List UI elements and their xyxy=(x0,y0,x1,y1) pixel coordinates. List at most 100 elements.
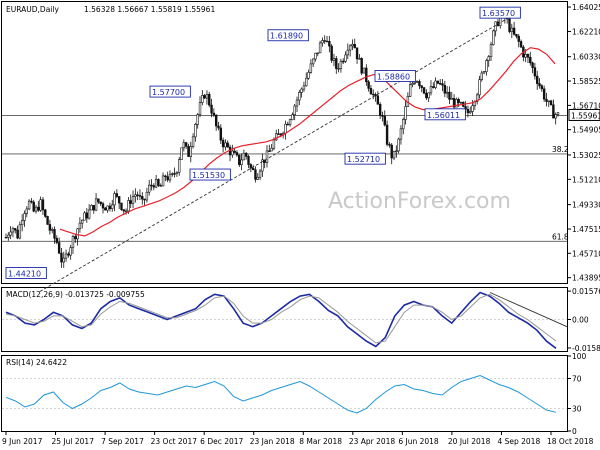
rsi-line xyxy=(5,374,557,414)
candle-body xyxy=(231,150,234,156)
candle-body xyxy=(471,105,474,112)
candle-body xyxy=(39,199,42,211)
price-annotation-box xyxy=(267,29,309,42)
candle-body xyxy=(242,152,246,161)
candle-body xyxy=(342,60,345,63)
price-annotation-label: 1.56011 xyxy=(427,111,460,120)
candle-body xyxy=(101,203,105,209)
rsi-y-tick-label: 0 xyxy=(572,427,577,436)
candle-body xyxy=(344,54,347,62)
macd-signal-line xyxy=(5,293,557,344)
candle-body xyxy=(425,92,428,99)
price-annotation-label: 1.52710 xyxy=(347,155,380,164)
candle-body xyxy=(203,95,206,99)
candle-body xyxy=(16,229,19,239)
trendline xyxy=(39,10,521,292)
candle-body xyxy=(272,139,276,149)
price-annotation-box xyxy=(479,6,521,19)
candle-body xyxy=(517,35,520,42)
candle-body xyxy=(408,84,412,97)
candle-body xyxy=(226,142,229,148)
candle-body xyxy=(275,133,278,141)
candle-body xyxy=(531,62,534,68)
candle-body xyxy=(390,144,393,159)
rsi-y-tick-label: 70 xyxy=(572,375,582,384)
candle-body xyxy=(111,204,114,210)
price-panel-frame xyxy=(1,1,568,284)
candle-body xyxy=(131,196,135,204)
candle-body xyxy=(76,228,79,240)
rsi-header: RSI(14) 24.6422 xyxy=(6,358,67,367)
candle-body xyxy=(478,79,481,96)
macd-layer: 0.015762 0.00 -0.015834 xyxy=(2,287,600,353)
candle-body xyxy=(314,52,317,60)
candle-body xyxy=(23,213,26,221)
candle-body xyxy=(459,101,463,104)
x-tick-label: 7 Sep 2017 xyxy=(101,437,144,446)
candle-body xyxy=(429,86,433,94)
candle-body xyxy=(552,104,555,119)
macd-trendline xyxy=(489,292,568,328)
candle-body xyxy=(41,199,45,211)
candle-body xyxy=(106,205,109,211)
candle-body xyxy=(20,220,24,226)
candle-body xyxy=(316,52,319,54)
candle-body xyxy=(265,150,269,163)
candle-body xyxy=(510,27,514,32)
candle-body xyxy=(178,159,181,173)
candle-body xyxy=(445,91,449,94)
candle-body xyxy=(318,42,322,54)
price-annotation-box xyxy=(189,168,231,181)
candle-body xyxy=(256,176,259,180)
candle-body xyxy=(526,54,530,58)
price-y-tick-label: 1.45710 xyxy=(572,249,600,258)
candle-body xyxy=(293,105,296,116)
candle-body xyxy=(420,85,423,88)
candle-body xyxy=(300,88,303,93)
candle-body xyxy=(180,147,183,160)
candle-body xyxy=(547,100,550,102)
candle-body xyxy=(168,174,172,181)
x-tick-label: 23 Jan 2018 xyxy=(250,437,295,446)
candle-body xyxy=(381,115,384,117)
candle-body xyxy=(210,104,213,114)
candle-body xyxy=(372,93,375,96)
x-tick-label: 6 Dec 2017 xyxy=(200,437,243,446)
candle-body xyxy=(362,67,366,74)
candle-body xyxy=(7,234,10,238)
candle-body xyxy=(205,93,209,99)
candle-body xyxy=(388,144,391,146)
price-annotation-label: 1.58860 xyxy=(377,72,410,81)
price-y-tick-label: 1.64025 xyxy=(572,3,600,12)
candle-body xyxy=(443,84,447,94)
candle-body xyxy=(328,41,331,47)
candle-body xyxy=(402,119,405,130)
candle-body xyxy=(307,72,310,79)
candle-body xyxy=(397,138,400,152)
candle-body xyxy=(161,175,165,187)
candle-body xyxy=(34,206,38,212)
candle-body xyxy=(124,210,128,213)
labels-layer: 1.64025 1.62210 1.60330 1.58525 1.56710 1.549… xyxy=(2,3,600,446)
candle-body xyxy=(422,87,426,94)
candle-body xyxy=(360,58,363,74)
candle-body xyxy=(78,222,82,230)
candle-body xyxy=(62,257,65,263)
candle-body xyxy=(235,152,239,156)
candle-body xyxy=(240,159,243,165)
candle-body xyxy=(67,253,70,256)
candle-body xyxy=(321,40,324,44)
price-symbol-header: EURAUD,Daily xyxy=(6,5,59,14)
candle-body xyxy=(104,207,107,211)
candle-body xyxy=(441,83,444,86)
candle-body xyxy=(37,206,40,211)
candle-body xyxy=(268,150,271,152)
candle-body xyxy=(25,208,28,214)
price-layer: 38.2 61.8 xyxy=(2,7,569,292)
candle-body xyxy=(214,114,218,127)
candle-body xyxy=(448,91,451,100)
candle-body xyxy=(378,104,382,116)
candle-body xyxy=(358,58,361,60)
x-tick-label: 6 Jun 2018 xyxy=(398,437,439,446)
